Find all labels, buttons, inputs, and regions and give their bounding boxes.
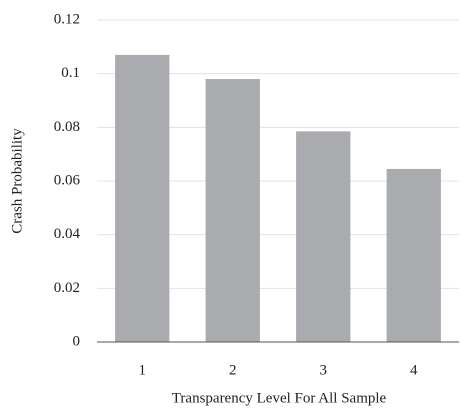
x-axis-title: Transparency Level For All Sample xyxy=(172,390,387,406)
y-tick-label: 0.04 xyxy=(54,226,81,242)
y-tick-label: 0.1 xyxy=(61,65,80,81)
y-tick-label: 0 xyxy=(73,333,81,349)
y-tick-label: 0.08 xyxy=(54,119,80,135)
bar xyxy=(205,79,260,343)
x-tick-label: 2 xyxy=(229,362,237,378)
bar xyxy=(296,131,351,342)
x-tick-label: 3 xyxy=(320,362,328,378)
y-tick-label: 0.12 xyxy=(54,11,80,27)
y-axis-title: Crash Probability xyxy=(9,128,25,234)
bar xyxy=(115,54,170,343)
bar xyxy=(386,168,441,342)
x-tick-label: 1 xyxy=(139,362,147,378)
y-tick-label: 0.06 xyxy=(54,172,81,188)
y-tick-label: 0.02 xyxy=(54,280,80,296)
x-tick-label: 4 xyxy=(410,362,418,378)
